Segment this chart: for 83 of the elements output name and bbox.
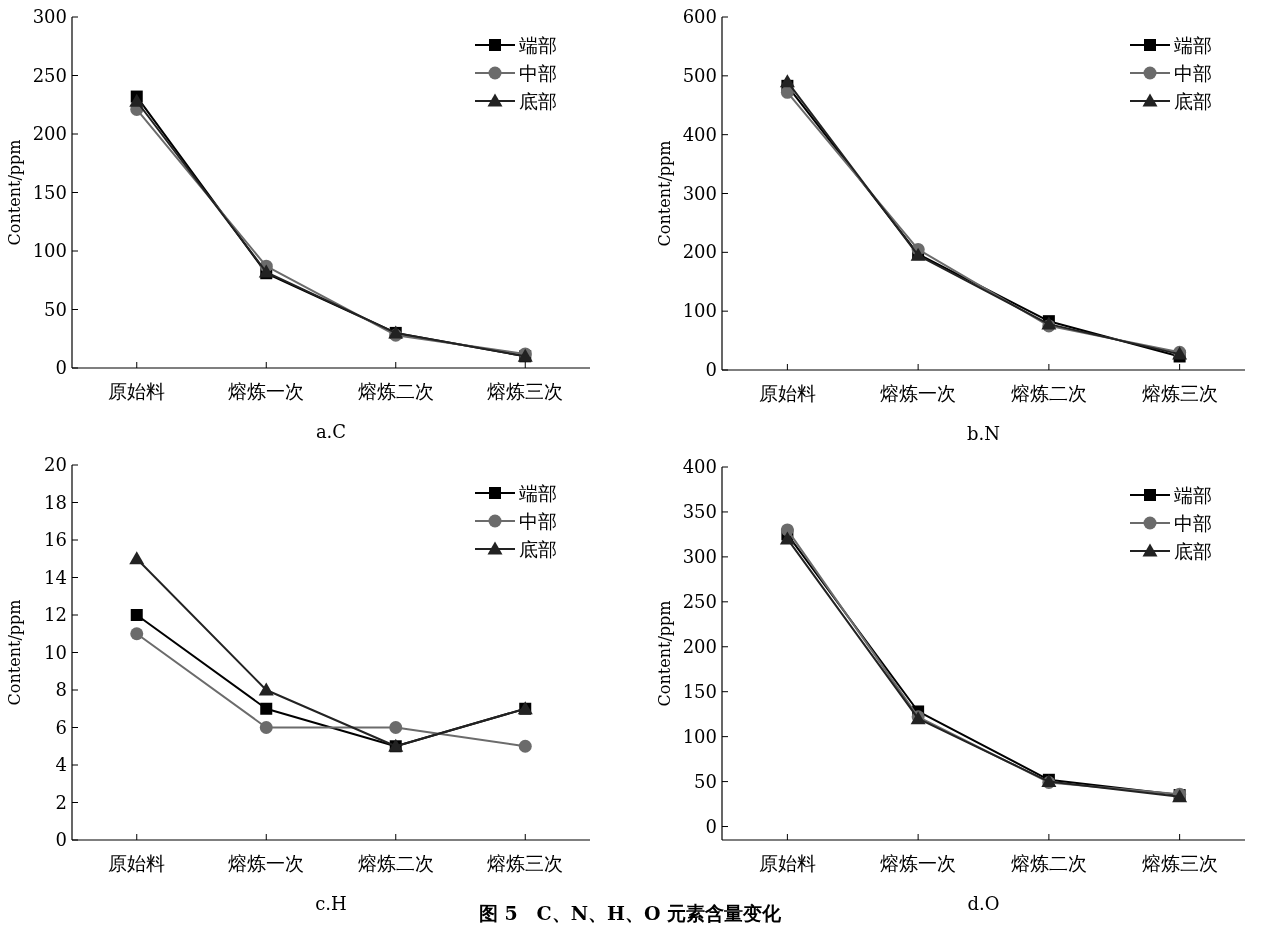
y-tick-label: 350 <box>682 500 717 522</box>
y-tick-label: 100 <box>682 725 717 747</box>
legend-item: 底部 <box>474 90 557 112</box>
legend-item: 中部 <box>474 62 557 84</box>
y-tick-label: 2 <box>55 791 67 813</box>
legend-label: 中部 <box>1174 62 1212 84</box>
x-tick-label: 熔炼三次 <box>1141 382 1218 404</box>
x-tick-label: 原始料 <box>758 852 816 874</box>
y-tick-label: 400 <box>682 123 717 145</box>
y-tick-label: 100 <box>32 240 67 261</box>
x-tick-label: 熔炼二次 <box>357 380 434 402</box>
y-axis-title: Content/ppm <box>655 140 674 247</box>
caption: 图 5 C、N、H、O 元素含量变化 <box>478 902 783 924</box>
x-tick-label: 熔炼一次 <box>228 852 305 874</box>
y-tick-label: 6 <box>55 716 67 738</box>
y-tick-label: 18 <box>44 491 67 513</box>
y-tick-label: 600 <box>682 6 717 27</box>
legend-item: 中部 <box>1129 512 1212 534</box>
y-tick-label: 0 <box>55 829 67 850</box>
y-tick-label: 50 <box>694 770 717 792</box>
y-tick-label: 300 <box>682 182 717 204</box>
legend-item: 中部 <box>474 510 557 532</box>
y-axis-title: Content/ppm <box>655 600 674 707</box>
y-tick-label: 0 <box>55 357 67 378</box>
legend-label: 端部 <box>519 34 557 56</box>
legend-label: 端部 <box>1174 484 1212 506</box>
x-tick-label: 原始料 <box>108 852 166 874</box>
x-tick-label: 熔炼三次 <box>487 852 564 874</box>
y-tick-label: 200 <box>682 635 717 657</box>
y-tick-label: 300 <box>682 545 717 567</box>
legend-item: 底部 <box>1129 540 1212 562</box>
text: a.C <box>315 421 347 442</box>
y-tick-label: 150 <box>32 181 67 203</box>
legend-item: 中部 <box>1129 62 1212 84</box>
y-tick-label: 16 <box>44 529 67 550</box>
y-tick-label: 12 <box>44 604 67 625</box>
legend-label: 中部 <box>519 510 557 532</box>
legend-item: 端部 <box>1129 34 1212 56</box>
y-tick-label: 200 <box>32 123 67 144</box>
legend-item: 端部 <box>1129 484 1212 506</box>
legend-label: 中部 <box>1174 512 1212 534</box>
x-tick-label: 熔炼二次 <box>1010 852 1087 874</box>
x-tick-label: 熔炼三次 <box>1141 852 1218 874</box>
legend-item: 底部 <box>474 538 557 560</box>
y-tick-label: 20 <box>44 454 67 475</box>
y-tick-label: 14 <box>44 566 67 588</box>
legend-label: 中部 <box>519 62 557 84</box>
y-tick-label: 10 <box>44 641 67 663</box>
y-tick-label: 0 <box>705 359 717 380</box>
y-tick-label: 150 <box>682 680 717 702</box>
text: d.O <box>967 893 1000 914</box>
x-tick-label: 熔炼一次 <box>228 380 305 402</box>
y-tick-label: 200 <box>682 241 717 263</box>
x-tick-label: 原始料 <box>108 380 166 402</box>
text: c.H <box>315 893 347 914</box>
x-tick-label: 原始料 <box>758 382 816 404</box>
y-tick-label: 400 <box>682 456 717 477</box>
y-tick-label: 500 <box>682 64 717 86</box>
x-tick-label: 熔炼二次 <box>357 852 434 874</box>
y-tick-label: 50 <box>44 298 67 320</box>
text: b.N <box>967 423 1000 444</box>
legend-label: 端部 <box>1174 34 1212 56</box>
x-tick-label: 熔炼一次 <box>880 382 957 404</box>
y-tick-label: 8 <box>55 679 67 700</box>
legend-label: 底部 <box>519 90 557 112</box>
y-tick-label: 4 <box>55 754 67 775</box>
legend-item: 端部 <box>474 34 557 56</box>
y-tick-label: 300 <box>32 6 67 27</box>
legend-label: 底部 <box>519 538 557 560</box>
legend-label: 底部 <box>1174 90 1212 112</box>
x-tick-label: 熔炼二次 <box>1010 382 1087 404</box>
x-tick-label: 熔炼三次 <box>487 380 564 402</box>
legend-item: 底部 <box>1129 90 1212 112</box>
legend-label: 底部 <box>1174 540 1212 562</box>
y-tick-label: 250 <box>682 590 717 612</box>
legend-label: 端部 <box>519 482 557 504</box>
y-tick-label: 0 <box>705 815 717 837</box>
y-tick-label: 250 <box>32 64 67 86</box>
y-tick-label: 100 <box>682 300 717 322</box>
y-axis-title: Content/ppm <box>5 139 24 246</box>
legend-item: 端部 <box>474 482 557 504</box>
x-tick-label: 熔炼一次 <box>880 852 957 874</box>
y-axis-title: Content/ppm <box>5 599 24 706</box>
